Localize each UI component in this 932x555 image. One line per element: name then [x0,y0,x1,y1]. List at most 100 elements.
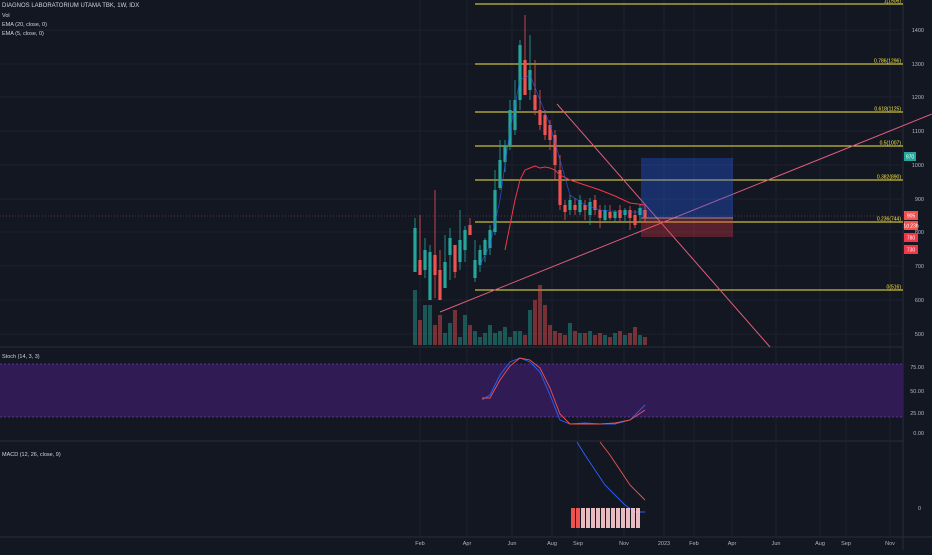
candle-body [503,145,507,162]
target-price-badge: 970 [906,155,915,161]
volume-bar [448,323,452,345]
current-price-badge-bg [904,211,918,220]
time-tick-label: Jun [772,541,781,547]
candle-body [603,210,607,220]
time-tick-label: Sep [841,541,851,547]
macd-histogram-bar [591,508,595,528]
trend-lines[interactable] [0,103,932,348]
candle-body [468,225,472,235]
time-tick-label: Sep [573,541,583,547]
candle-body [438,270,442,300]
volume-bar [593,335,597,345]
candle-body [593,200,597,210]
fib-level-label: 0(516) [887,285,902,291]
fib-level-label: 0.236(744) [877,217,902,223]
volume-bar [498,331,502,345]
macd-histogram-bar [621,508,625,528]
volume-bar [598,333,602,345]
volume-bar [623,335,627,345]
volume-legend[interactable]: Vol [2,13,10,19]
fibonacci-retracement[interactable]: 1(1506) 0.786(1296) 0.618(1125) 0.5(1007) 0.… [475,0,903,291]
macd-histogram-bar [576,508,580,528]
candle-body [623,210,627,215]
stoch-legend[interactable]: Stoch (14, 3, 3) [2,354,40,360]
symbol-title[interactable]: DIAGNOS LABORATORIUM UTAMA TBK, 1W, IDX [2,3,140,9]
macd-histogram-bar [586,508,590,528]
volume-bar [463,315,467,345]
stoch-tick-label: 0.00 [913,431,924,437]
volume-bar [628,333,632,345]
time-tick-label: Nov [885,541,895,547]
bar-countdown-badge: 1d 23h [903,224,919,230]
price-tick-label: 1100 [912,129,924,135]
volume-bar [413,290,417,345]
position-price-badge-bg [904,245,918,254]
long-position-tool[interactable] [641,158,733,237]
volume-bar [633,327,637,345]
volume-bar [443,333,447,345]
volume-bars [413,285,647,345]
position-price-badge: 730 [907,248,916,254]
candle-body [473,260,477,278]
current-price-badge: 905 [907,214,916,220]
candle-body [613,212,617,218]
macd-histogram-bar [626,508,630,528]
price-tick-label: 1200 [912,95,924,101]
price-tick-label: 700 [915,264,924,270]
price-tick-label: 400 [915,0,924,2]
time-tick-label: Aug [547,541,557,547]
time-tick-label: Apr [728,541,737,547]
candle-body [573,205,577,210]
candle-body [618,210,622,218]
candle-body [498,160,502,188]
position-target-zone[interactable] [641,158,733,218]
macd-line [576,441,645,513]
stoch-overbought-oversold-band [0,364,903,417]
volume-bar [503,327,507,345]
volume-bar [553,331,557,345]
volume-bar [578,333,582,345]
time-tick-label: Feb [689,541,698,547]
stoch-tick-label: 50.00 [910,389,924,395]
volume-bar [488,325,492,345]
candle-body [578,200,582,212]
macd-histogram-bar [636,508,640,528]
position-stop-badge: 780 [907,236,916,242]
candle-body [553,135,557,165]
macd-legend[interactable]: MACD (12, 26, close, 9) [2,452,61,458]
candle-body [558,170,562,205]
candle-body [628,210,632,218]
candle-body [533,95,537,110]
price-tick-label: 1000 [912,163,924,169]
ema-5-legend[interactable]: EMA (5, close, 0) [2,31,44,37]
macd-histogram-bar [611,508,615,528]
macd-histogram-bar [596,508,600,528]
volume-bar [558,333,562,345]
ema-5-line [479,74,645,266]
volume-bar [548,325,552,345]
ema-20-legend[interactable]: EMA (20, close, 0) [2,22,47,28]
macd-histogram-bar [606,508,610,528]
descending-trend-line[interactable] [556,103,771,348]
volume-bar [438,315,442,345]
volume-bar [613,333,617,345]
candle-body [458,240,462,262]
candle-body [513,100,517,130]
ascending-trend-line[interactable] [439,113,932,313]
candle-body [428,252,432,300]
candle-body [563,205,567,212]
position-stop-badge-bg [904,233,918,242]
candle-body [528,70,532,90]
volume-bar [518,331,522,345]
stoch-tick-label: 25.00 [910,411,924,417]
candle-body [633,215,637,225]
fib-level-label: 0.5(1007) [880,141,902,147]
candle-body [518,45,522,100]
target-badge-bg [904,152,916,161]
price-tick-label: 1300 [912,62,924,68]
position-stop-zone[interactable] [641,218,733,237]
candle-body [483,240,487,255]
candle-body [568,200,572,210]
